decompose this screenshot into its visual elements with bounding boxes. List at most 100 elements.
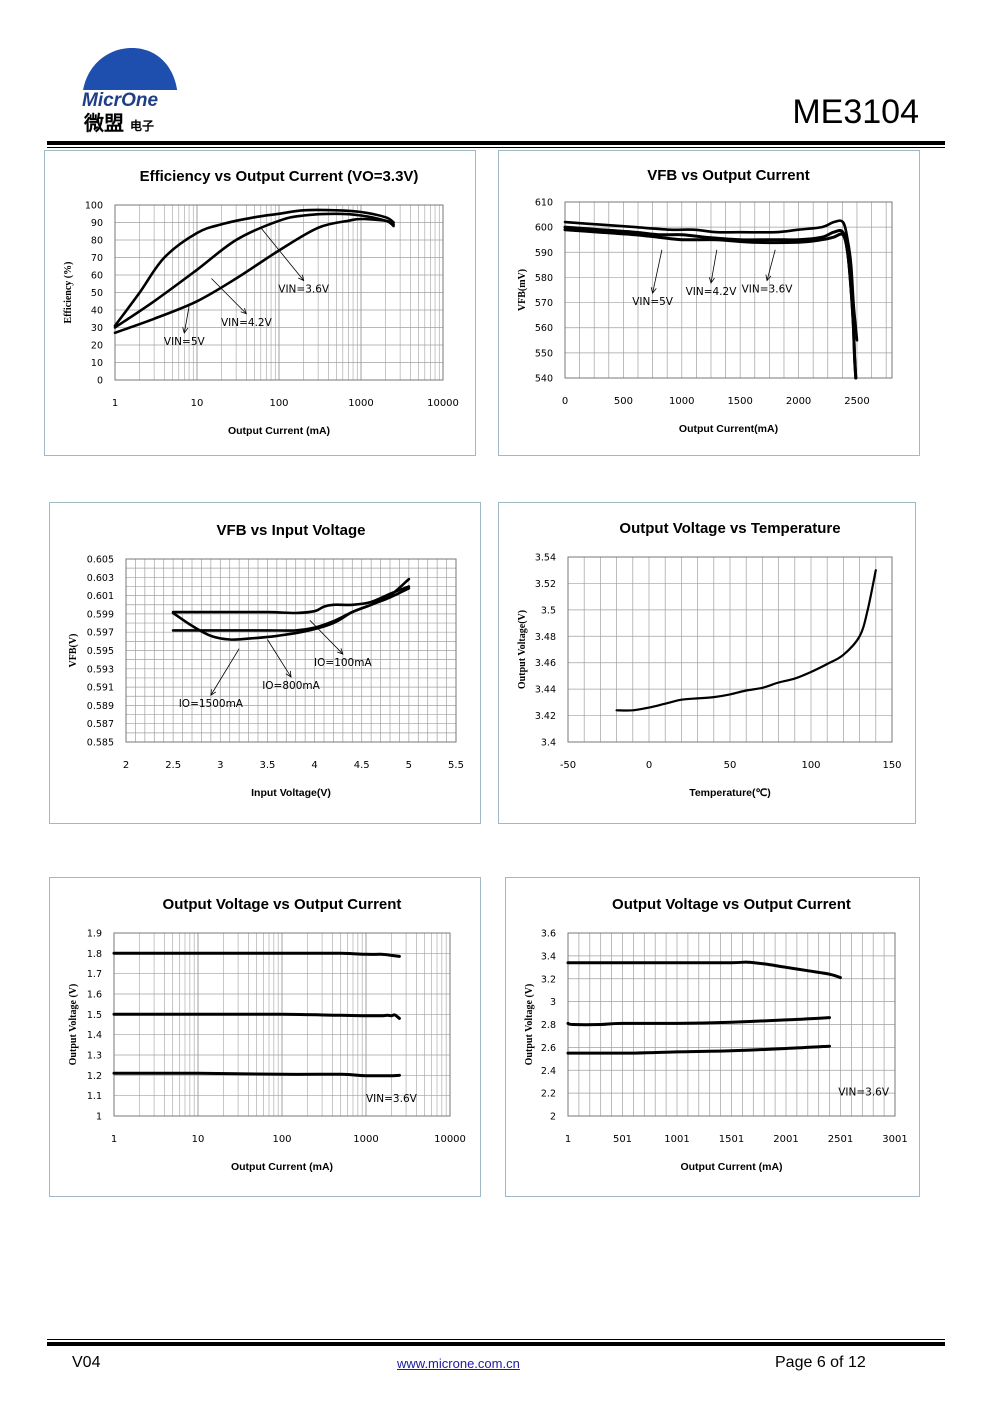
vtemp-xtick-0: -50 (560, 760, 576, 771)
eff-annotation-arrow-2 (183, 306, 190, 334)
vfbvin-xtick-1: 2.5 (165, 760, 181, 771)
chart-vout-vs-temperature: Output Voltage vs Temperature -50 0 50 100 15… (498, 502, 916, 824)
vo_log-xtick-2: 100 (272, 1134, 291, 1145)
vo_lin-label-0: VIN=3.6V (838, 1086, 890, 1098)
eff-ytick-0: 0 (97, 376, 103, 387)
vfbvin-xtick-4: 4 (311, 760, 317, 771)
eff-ylabel: Efficiency (%) (63, 262, 74, 324)
vo_lin-ylabel: Output Voltage (V) (524, 984, 535, 1066)
vo_log-ylabel: Output Voltage (V) (68, 984, 79, 1066)
vfbvin-ytick-1: 0.587 (87, 719, 114, 730)
eff-annotation-0: VIN=3.6V (278, 284, 330, 296)
vo_log-plot-area (113, 932, 451, 1117)
vtemp-series-0 (615, 569, 877, 712)
eff-ytick-7: 70 (91, 253, 103, 264)
vo_log-ytick-7: 1.7 (87, 969, 102, 980)
vfbio-annotation-arrow-2 (766, 249, 776, 281)
vfbio-xtick-3: 1500 (727, 396, 752, 407)
vfbvin-annotation-2: IO=1500mA (179, 698, 244, 710)
vtemp-ytick-7: 3.54 (535, 553, 556, 564)
vfbvin-xtick-0: 2 (123, 760, 129, 771)
vo_log-ytick-0: 1 (96, 1112, 102, 1123)
vfbio-xtick-0: 0 (562, 396, 568, 407)
vfbvin-xtick-6: 5 (406, 760, 412, 771)
eff-ytick-2: 20 (91, 341, 103, 352)
vo_log-ytick-5: 1.5 (87, 1010, 102, 1021)
vfbvin-xtick-3: 3.5 (259, 760, 275, 771)
vfbio-ytick-7: 610 (535, 198, 553, 209)
chart-vout-vs-current-log: Output Voltage vs Output Current 1 10 100 10… (49, 877, 481, 1197)
vo_lin-xtick-6: 3001 (882, 1134, 907, 1145)
vo_lin-xlabel: Output Current (mA) (680, 1161, 782, 1173)
vtemp-ytick-0: 3.4 (541, 738, 556, 749)
eff-xtick-2: 100 (269, 398, 288, 409)
vfbvin-ytick-0: 0.585 (87, 738, 114, 749)
vfbvin-ytick-6: 0.597 (87, 628, 114, 639)
vo_lin-xtick-3: 1501 (719, 1134, 744, 1145)
vo_log-title: Output Voltage vs Output Current (163, 896, 402, 913)
vfbio-ytick-1: 550 (535, 348, 553, 359)
eff-ytick-10: 100 (85, 201, 103, 212)
vo_lin-ytick-6: 3.2 (541, 974, 556, 985)
footer-website-link[interactable]: www.microne.com.cn (397, 1356, 520, 1371)
vo_lin-ytick-7: 3.4 (541, 951, 556, 962)
vo_lin-series-0 (566, 960, 842, 980)
vo_lin-ytick-0: 2 (550, 1112, 556, 1123)
eff-xlabel: Output Current (mA) (228, 425, 330, 437)
vfbvin-annotation-0: IO=100mA (314, 657, 372, 669)
vfbio-plot-area (564, 201, 893, 379)
vfbio-ytick-4: 580 (535, 273, 553, 284)
vfbio-ytick-2: 560 (535, 323, 553, 334)
vfbvin-ylabel: VFB(V) (68, 634, 79, 668)
vo_lin-xtick-0: 1 (565, 1134, 571, 1145)
eff-ytick-9: 90 (91, 218, 103, 229)
vtemp-ytick-3: 3.46 (535, 658, 556, 669)
vo_log-ytick-1: 1.1 (87, 1091, 102, 1102)
vo_log-ytick-2: 1.2 (87, 1071, 102, 1082)
chart-vfb-vs-current: VFB vs Output Current 0 500 1000 1500 2000 250… (498, 150, 920, 456)
header-rule-thin (47, 147, 945, 148)
vtemp-xtick-4: 150 (882, 760, 901, 771)
vfbvin-annotation-1: IO=800mA (262, 680, 320, 692)
chart-efficiency-vs-current: Efficiency vs Output Current (VO=3.3V) 1 1… (44, 150, 476, 456)
vo_log-series-2 (112, 1071, 401, 1078)
vo_log-ytick-6: 1.6 (87, 990, 102, 1001)
vfbvin-series-0 (171, 585, 411, 615)
eff-ytick-8: 80 (91, 236, 103, 247)
vfbvin-annotation-arrow-2 (210, 648, 240, 696)
logo-wordmark: MicrOne (82, 90, 158, 111)
eff-annotation-arrow-1 (211, 278, 247, 315)
footer-page-number: Page 6 of 12 (775, 1354, 866, 1371)
footer-rule-thin (47, 1339, 945, 1340)
eff-xtick-3: 1000 (348, 398, 373, 409)
vfbio-xtick-4: 2000 (786, 396, 811, 407)
vtemp-plot-area (567, 556, 893, 743)
vfbvin-xtick-7: 5.5 (448, 760, 464, 771)
chart-vout-vs-current-linear: Output Voltage vs Output Current 1 501 1001… (505, 877, 920, 1197)
vfbio-ytick-0: 540 (535, 374, 553, 385)
vfbvin-plot-area (125, 558, 457, 743)
vfbvin-ytick-5: 0.595 (87, 646, 114, 657)
vo_log-xtick-1: 10 (192, 1134, 205, 1145)
logo-dome-icon (82, 48, 178, 102)
vfbio-annotation-1: VIN=4.2V (686, 286, 738, 298)
vfbio-ytick-3: 570 (535, 298, 553, 309)
vo_lin-series-1 (566, 1016, 831, 1027)
eff-xtick-0: 1 (112, 398, 118, 409)
vo_lin-ytick-8: 3.6 (541, 929, 556, 940)
vfbvin-ytick-4: 0.593 (87, 664, 114, 675)
eff-ytick-4: 40 (91, 306, 103, 317)
vo_log-series-0 (112, 951, 401, 958)
eff-xtick-1: 10 (191, 398, 204, 409)
vfbvin-ytick-9: 0.603 (87, 573, 114, 584)
eff-xtick-4: 10000 (427, 398, 459, 409)
vfbio-annotation-arrow-1 (710, 249, 718, 284)
vfbvin-xtick-5: 4.5 (354, 760, 370, 771)
header-rule-thick (47, 141, 945, 145)
vo_log-ytick-8: 1.8 (87, 949, 102, 960)
vfbvin-series-2 (171, 577, 411, 641)
vfbvin-ytick-10: 0.605 (87, 555, 114, 566)
vfbio-xtick-5: 2500 (844, 396, 869, 407)
vtemp-title: Output Voltage vs Temperature (619, 520, 840, 537)
vo_lin-ytick-3: 2.6 (541, 1043, 556, 1054)
